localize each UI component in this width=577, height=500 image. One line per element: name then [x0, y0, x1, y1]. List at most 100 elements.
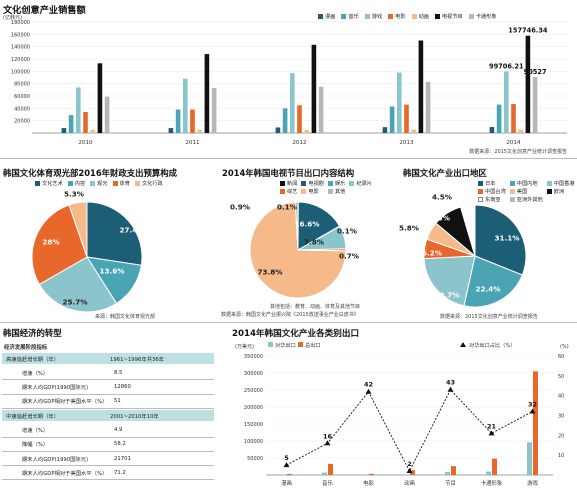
bar: [397, 72, 402, 133]
pie2-chart: [249, 201, 347, 299]
bar: [533, 371, 538, 475]
divider: [2, 393, 214, 395]
legend-label: 文化行政: [141, 181, 163, 187]
y2-tick-label: 10: [558, 453, 564, 459]
table-row: 期末人均GDP相对于美国水平（%） 71.2: [2, 467, 214, 478]
bar: [175, 109, 181, 133]
legend-label: 电视剧: [308, 181, 324, 187]
top-chart-title: 文化创意产业销售额: [3, 5, 86, 16]
legend-item: 文化艺术: [35, 180, 63, 187]
y-tick-label: 180000: [11, 20, 30, 26]
table-cell-key: 降幅（%）: [22, 442, 49, 449]
pie-slice-label: 73.8%: [257, 267, 283, 277]
x-tick-label: 2014: [506, 140, 521, 146]
legend-label: 游戏: [371, 14, 383, 20]
y-tick-label: 100000: [244, 439, 263, 445]
bar: [411, 129, 416, 133]
pie-slice: [463, 255, 523, 308]
y2-tick-label: 50: [558, 374, 564, 380]
bar: [90, 129, 95, 133]
bar: [211, 87, 217, 133]
legend-swatch: [509, 181, 515, 186]
legend-label: 电视节目: [441, 14, 463, 20]
y-tick-label: 120000: [11, 57, 30, 63]
line-point: [365, 388, 372, 394]
line-point: [406, 468, 413, 474]
bar: [518, 129, 523, 133]
pie-slice-label: 6.2%: [422, 248, 442, 258]
pie-slice-label: 22.4%: [475, 284, 501, 294]
legend-label: 欧洲: [553, 189, 565, 195]
legend-label: 对华出口占比（%）: [469, 341, 515, 349]
top-chart-source: 数据来源：2015文化创意产业统计调查报告: [469, 149, 567, 155]
legend-item: 文化行政: [134, 180, 163, 187]
bottom-chart-title: 2014年韩国文化产业各类别出口: [232, 329, 360, 339]
bar: [297, 105, 302, 133]
y-axis-label: (万美元): [235, 343, 254, 350]
legend-swatch: [509, 189, 515, 194]
table-header: 经济发展阶段指标: [4, 345, 48, 351]
data-label: 42: [364, 381, 373, 389]
pie-slice-label: 9.3%: [430, 213, 450, 223]
legend-item: 动画: [411, 13, 429, 20]
y-tick-label: 300000: [244, 371, 263, 377]
bar: [68, 115, 74, 133]
pie-slice-label: 25.7%: [62, 297, 88, 307]
legend-swatch: [364, 14, 370, 19]
y-tick-label: 40000: [14, 106, 30, 112]
legend-item: 游戏: [364, 13, 383, 20]
table-row: 期末人均GDP(1990国际元) 21701: [2, 453, 214, 464]
table-cell-key: 期末人均GDP(1990国际元): [22, 385, 89, 392]
table-cell-key: 高速追赶增长期（年）: [6, 356, 59, 363]
bar: [496, 104, 502, 133]
legend-swatch: [35, 181, 40, 186]
legend-swatch: [546, 181, 552, 186]
top-bar-chart: 20000 40000 60000 80000 100000 120000 140000 16…: [11, 20, 567, 146]
pie-slice-label: 7.8%: [304, 237, 324, 247]
pie1-title: 韩国文化体育观光部2016年财政支出预算构成: [3, 168, 178, 178]
legend-item: 东南亚: [478, 196, 506, 203]
y2-tick-label: 40: [558, 394, 564, 400]
legend-label: 新闻: [287, 181, 298, 187]
bar: [318, 86, 324, 133]
data-label: 157746.34: [508, 27, 548, 35]
bar: [486, 471, 491, 475]
pie-slice-label: 0.1%: [277, 202, 297, 212]
data-label: 21: [487, 422, 497, 430]
legend-swatch: [90, 181, 96, 186]
bar: [410, 470, 415, 475]
table-row: 高速追赶增长期（年） 1961~1996年共36年: [2, 353, 214, 364]
bar: [322, 472, 327, 475]
legend-swatch: [349, 181, 355, 186]
legend-label: 其他: [334, 189, 346, 195]
legend-label: 漫画: [325, 14, 336, 20]
legend-item: 卡通形象: [468, 13, 496, 20]
table-cell-key: 增速（%）: [22, 428, 49, 434]
legend-swatch: [301, 181, 307, 186]
table-cell-value: 4.9: [114, 427, 123, 433]
bar: [525, 35, 531, 133]
top-chart-unit: (亿韩元): [3, 15, 22, 21]
y-tick-label: 60000: [14, 94, 30, 100]
data-label: 90527: [524, 68, 547, 76]
bar: [418, 40, 424, 133]
legend-item: 观光: [90, 180, 108, 187]
divider: [2, 479, 214, 481]
legend-item: 中国香港: [546, 180, 574, 187]
legend-swatch: [509, 197, 515, 202]
table-title: 韩国经济的转型: [3, 328, 62, 338]
x-tick-label: 电影: [363, 479, 374, 487]
legend-swatch: [327, 181, 333, 186]
pie-slice: [474, 204, 527, 276]
x-tick-label: 卡通形象: [481, 479, 503, 487]
legend-swatch: [434, 14, 440, 19]
divider: [2, 379, 214, 381]
legend-swatch: [411, 14, 417, 19]
pie-slice: [68, 201, 88, 258]
x-tick-label: 2010: [78, 140, 93, 146]
y-tick-label: 160000: [11, 32, 30, 38]
legend-label: 日本: [485, 181, 496, 187]
legend-label: 中国内地: [516, 181, 538, 187]
bar: [281, 474, 286, 475]
